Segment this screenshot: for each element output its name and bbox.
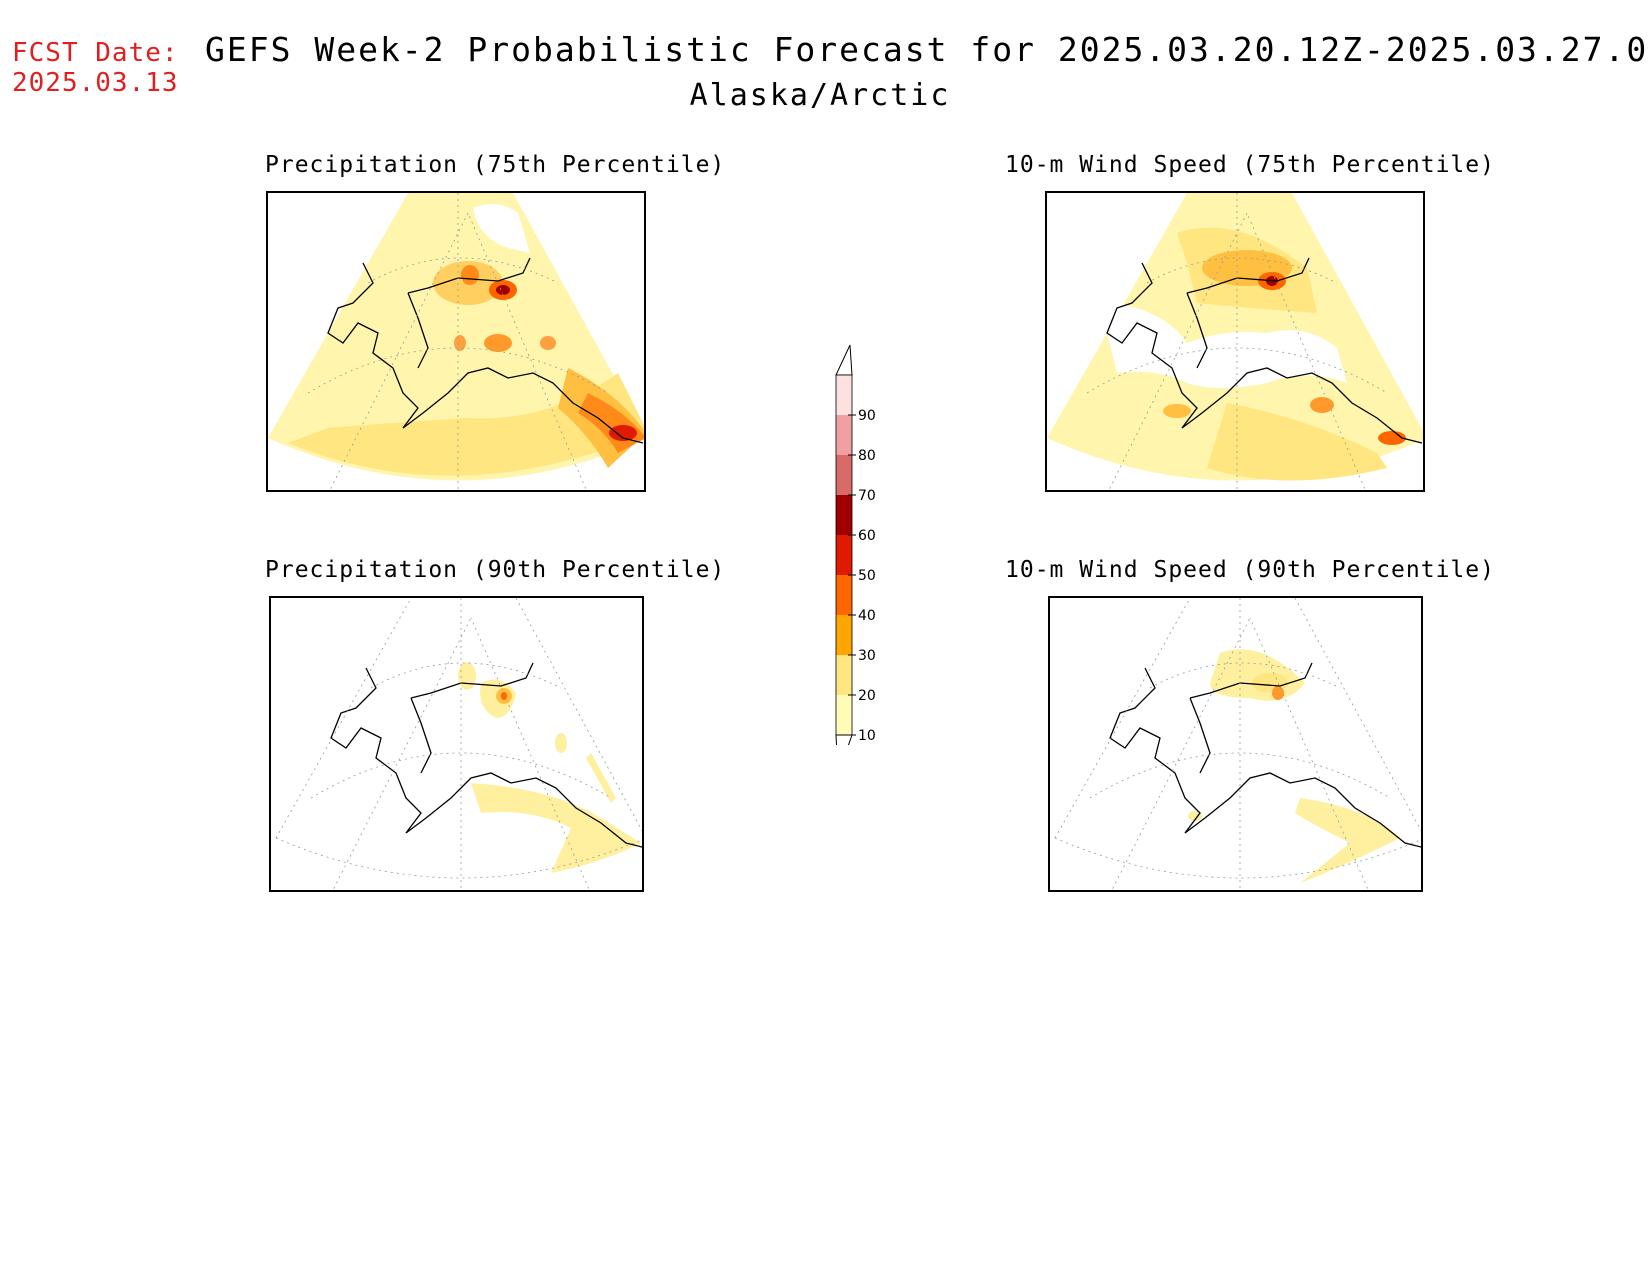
colorbar-top-arrow bbox=[835, 344, 853, 376]
panel-title-wind-75: 10-m Wind Speed (75th Percentile) bbox=[1005, 152, 1495, 178]
prob-area-mid2 bbox=[454, 335, 466, 351]
colorbar-swatch-60 bbox=[836, 495, 852, 535]
region-subtitle: Alaska/Arctic bbox=[689, 78, 951, 113]
colorbar: 10 20 30 40 50 60 70 80 90 bbox=[820, 335, 900, 776]
colorbar-label-70: 70 bbox=[858, 488, 876, 504]
colorbar-label-20: 20 bbox=[858, 688, 876, 704]
colorbar-label-40: 40 bbox=[858, 608, 876, 624]
coastline bbox=[1106, 257, 1423, 444]
colorbar-label-60: 60 bbox=[858, 528, 876, 544]
graticule bbox=[307, 193, 609, 490]
panel-title-wind-90: 10-m Wind Speed (90th Percentile) bbox=[1005, 557, 1495, 583]
colorbar-label-90: 90 bbox=[858, 408, 876, 424]
prob-area-east bbox=[555, 733, 567, 753]
prob-area-north-max bbox=[496, 285, 510, 295]
no-data-area bbox=[473, 204, 530, 253]
prob-10-20-area bbox=[288, 373, 644, 476]
no-data-area bbox=[1107, 303, 1347, 388]
page-title: GEFS Week-2 Probabilistic Forecast for 2… bbox=[205, 30, 1650, 69]
colorbar-swatch-10 bbox=[836, 695, 852, 735]
prob-area-se-core bbox=[1378, 431, 1406, 445]
prob-area-north-max bbox=[1272, 686, 1284, 700]
colorbar-swatch-70 bbox=[836, 455, 852, 495]
coastline bbox=[330, 662, 642, 848]
prob-area-sw bbox=[1163, 404, 1191, 418]
fcst-date-caption: FCST Date: bbox=[12, 38, 179, 68]
prob-high-core bbox=[609, 425, 637, 441]
coastline bbox=[327, 257, 644, 444]
coastline bbox=[1109, 662, 1421, 848]
prob-area-south bbox=[1207, 403, 1387, 481]
fcst-date-label: FCST Date: 2025.03.13 bbox=[12, 38, 179, 98]
prob-area-south-core bbox=[1310, 397, 1334, 413]
panel-title-precip-75: Precipitation (75th Percentile) bbox=[265, 152, 726, 178]
colorbar-swatch-40 bbox=[836, 575, 852, 615]
prob-area-strip bbox=[586, 753, 616, 803]
prob-area-mid bbox=[484, 334, 512, 352]
colorbar-label-80: 80 bbox=[858, 448, 876, 464]
graticule bbox=[1054, 598, 1421, 890]
colorbar-label-10: 10 bbox=[858, 728, 876, 744]
prob-area-north bbox=[1210, 649, 1305, 701]
fcst-date-value: 2025.03.13 bbox=[12, 68, 179, 98]
prob-area-mid3 bbox=[540, 336, 556, 350]
colorbar-label-30: 30 bbox=[858, 648, 876, 664]
prob-area-north-max bbox=[501, 692, 507, 700]
colorbar-swatch-20 bbox=[836, 655, 852, 695]
prob-area-nw bbox=[461, 265, 479, 285]
map-wind-90 bbox=[1048, 596, 1423, 892]
prob-area-sw bbox=[1188, 811, 1202, 821]
colorbar-bottom-arrow bbox=[835, 734, 853, 776]
map-wind-75 bbox=[1045, 191, 1425, 492]
panel-title-precip-90: Precipitation (90th Percentile) bbox=[265, 557, 726, 583]
colorbar-svg: 10 20 30 40 50 60 70 80 90 bbox=[835, 344, 876, 776]
colorbar-swatch-30 bbox=[836, 615, 852, 655]
colorbar-label-50: 50 bbox=[858, 568, 876, 584]
colorbar-swatch-50 bbox=[836, 535, 852, 575]
map-precip-75 bbox=[266, 191, 646, 492]
map-precip-90 bbox=[269, 596, 644, 892]
graticule bbox=[1086, 193, 1388, 490]
graticule bbox=[275, 598, 642, 890]
prob-area-south bbox=[471, 783, 641, 873]
colorbar-swatch-90 bbox=[836, 375, 852, 415]
prob-area-south bbox=[1295, 798, 1400, 883]
colorbar-frame bbox=[835, 374, 853, 736]
colorbar-swatch-80 bbox=[836, 415, 852, 455]
